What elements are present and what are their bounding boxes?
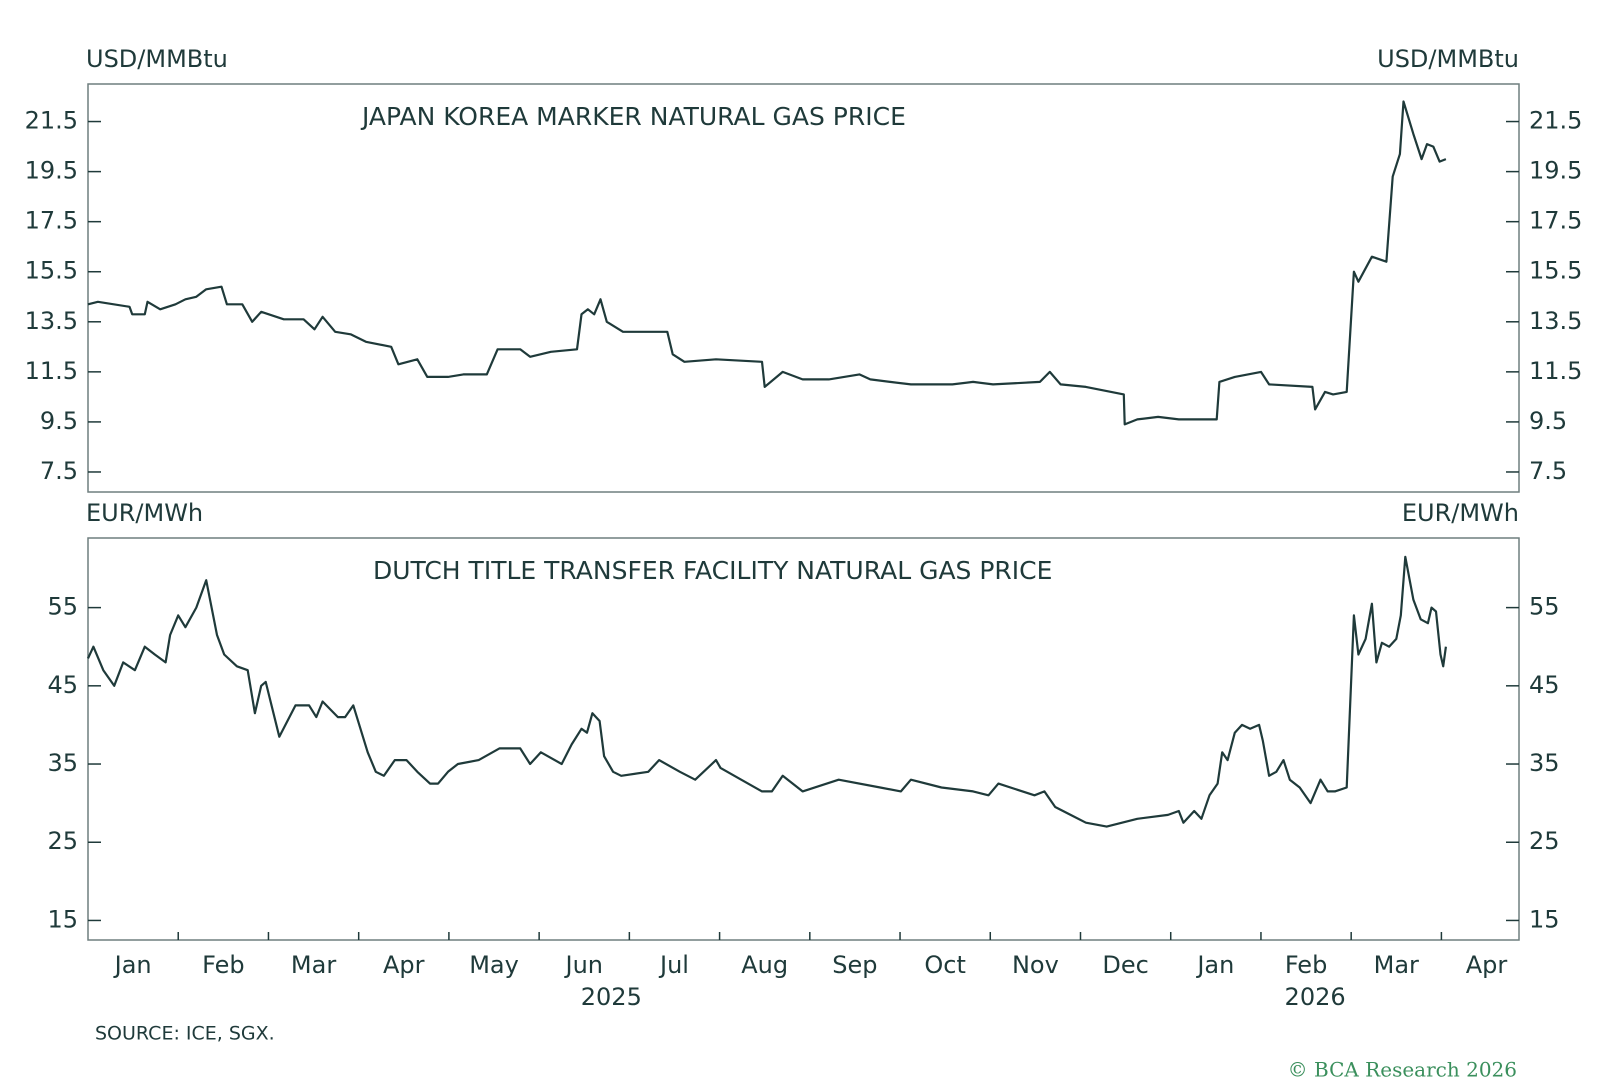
panel-title: DUTCH TITLE TRANSFER FACILITY NATURAL GA… (373, 556, 1052, 585)
x-tick-label: Dec (1102, 951, 1148, 979)
x-tick-label: Sep (832, 951, 877, 979)
x-tick-label: Mar (291, 951, 336, 979)
y-tick-label: 35 (47, 749, 78, 777)
plot-frame (87, 83, 1520, 493)
source-note: SOURCE: ICE, SGX. (95, 1023, 275, 1045)
y-tick-label: 19.5 (25, 157, 78, 185)
y-tick-label: 55 (47, 593, 78, 621)
price-line (87, 555, 1447, 828)
y-tick-label: 17.5 (25, 207, 78, 235)
x-tick-label: Feb (202, 951, 245, 979)
y2-tick-label: 15 (1529, 905, 1560, 933)
y2-axis-label: EUR/MWh (1402, 499, 1519, 527)
y2-tick-label: 25 (1529, 827, 1560, 855)
y-tick-label: 7.5 (40, 457, 78, 485)
y2-tick-label: 45 (1529, 671, 1560, 699)
price-line (87, 100, 1447, 426)
plot-frame (87, 537, 1520, 941)
x-tick-label: Jan (113, 951, 152, 979)
x-tick-label: Jan (1195, 951, 1234, 979)
x-tick-label: Apr (1466, 951, 1508, 979)
y-axis-label: EUR/MWh (86, 499, 203, 527)
y2-tick-label: 13.5 (1529, 307, 1582, 335)
y-tick-label: 25 (47, 827, 78, 855)
y2-tick-label: 55 (1529, 593, 1560, 621)
year-label: 2026 (1285, 983, 1346, 1011)
y-tick-label: 13.5 (25, 307, 78, 335)
x-tick-label: Mar (1374, 951, 1419, 979)
y-tick-label: 9.5 (40, 407, 78, 435)
y2-tick-label: 19.5 (1529, 157, 1582, 185)
x-tick-label: Jul (658, 951, 689, 979)
y2-tick-label: 9.5 (1529, 407, 1567, 435)
y2-tick-label: 15.5 (1529, 257, 1582, 285)
y-axis-label: USD/MMBtu (86, 45, 228, 73)
x-tick-label: Nov (1012, 951, 1059, 979)
x-tick-label: Oct (924, 951, 966, 979)
year-label: 2025 (581, 983, 642, 1011)
x-tick-label: Jun (563, 951, 603, 979)
y-tick-label: 15 (47, 905, 78, 933)
y2-tick-label: 17.5 (1529, 207, 1582, 235)
y2-tick-label: 21.5 (1529, 107, 1582, 135)
y-tick-label: 11.5 (25, 357, 78, 385)
x-tick-label: Apr (383, 951, 425, 979)
credit: © BCA Research 2026 (1288, 1058, 1517, 1080)
x-tick-label: Aug (741, 951, 788, 979)
y2-tick-label: 11.5 (1529, 357, 1582, 385)
y2-axis-label: USD/MMBtu (1377, 45, 1519, 73)
y-tick-label: 21.5 (25, 107, 78, 135)
y-tick-label: 45 (47, 671, 78, 699)
x-tick-label: Feb (1285, 951, 1328, 979)
y-tick-label: 15.5 (25, 257, 78, 285)
y2-tick-label: 35 (1529, 749, 1560, 777)
panel-title: JAPAN KOREA MARKER NATURAL GAS PRICE (360, 102, 906, 131)
x-tick-label: May (469, 951, 519, 979)
y2-tick-label: 7.5 (1529, 457, 1567, 485)
